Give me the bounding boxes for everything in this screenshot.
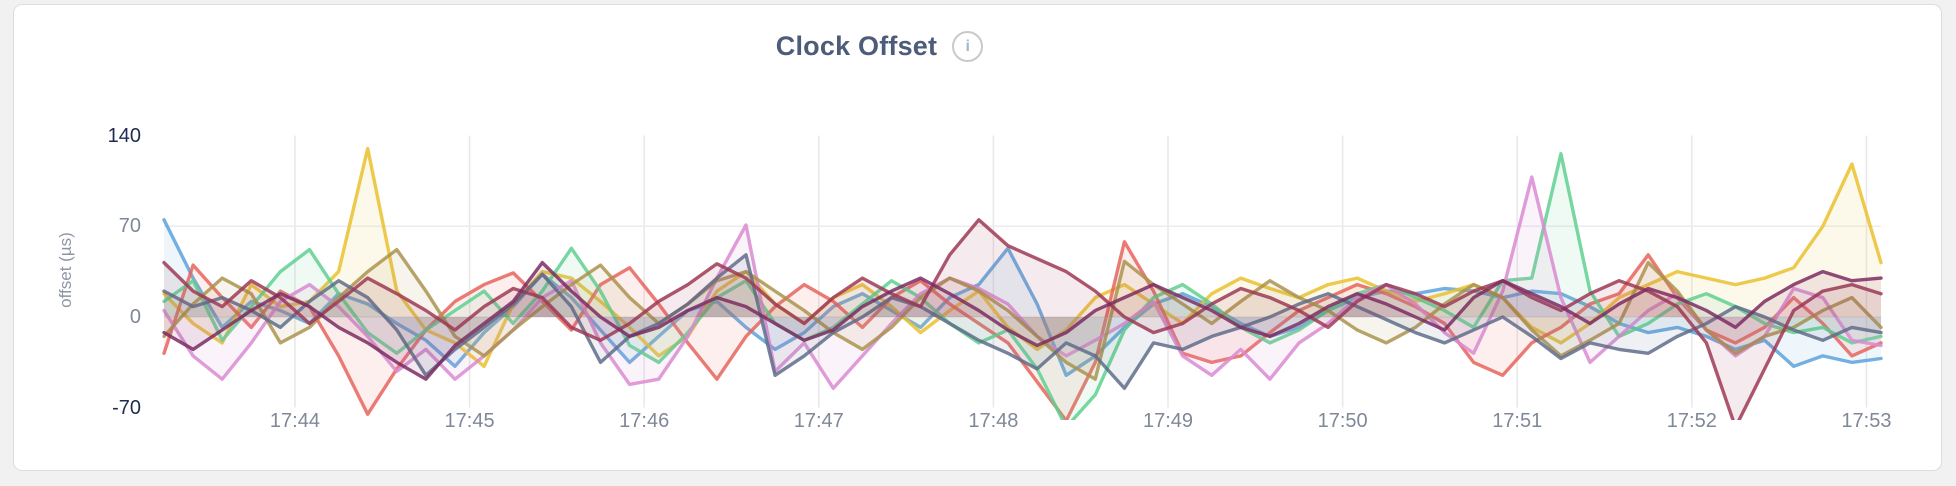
series-line-green: [162, 151, 1883, 420]
series-line-olive: [162, 247, 1883, 381]
chart-header: Clock Offset i: [0, 31, 1843, 62]
x-axis-tick: 17:53: [1841, 410, 1892, 432]
y-axis-tick: 0: [129, 306, 141, 328]
series-line-maroon: [162, 218, 1883, 420]
series-line-blue: [162, 218, 1883, 377]
x-axis-tick: 17:46: [619, 410, 670, 432]
info-icon[interactable]: i: [952, 31, 984, 62]
series-area-slate: [164, 254, 1881, 389]
series-area-red: [164, 241, 1881, 420]
x-axis-tick: 17:51: [1492, 410, 1543, 432]
chart-title: Clock Offset: [775, 31, 938, 61]
clock-offset-chart[interactable]: offset (µs) 140 70 0 -70 17:44 17:45 17:46 17:4…: [14, 5, 1941, 470]
series-area-orchid: [164, 177, 1881, 389]
series-area-green: [164, 153, 1881, 420]
series-lines: [162, 146, 1883, 420]
x-axis-tick: 17:47: [793, 410, 844, 432]
y-axis-tick: 140: [107, 124, 141, 147]
x-axis-tick: 17:49: [1142, 410, 1194, 432]
x-axis-tick: 17:50: [1317, 410, 1368, 432]
series-area-olive: [164, 249, 1881, 380]
x-axis-tick: 17:52: [1666, 410, 1717, 432]
chart-plot-area[interactable]: [14, 5, 1943, 472]
x-axis-tick: 17:45: [444, 410, 495, 432]
y-axis-tick: -70: [112, 396, 141, 419]
series-area-maroon: [164, 219, 1881, 420]
series-line-plum: [162, 260, 1883, 381]
x-axis-tick: 17:44: [269, 410, 320, 432]
x-axis-tick: 17:48: [968, 410, 1019, 432]
series-area-blue: [164, 219, 1881, 376]
y-axis-tick: 70: [118, 215, 141, 238]
series-area-plum: [164, 262, 1881, 380]
clock-offset-card: Clock Offset i offset (µs) 140 70 0 -70 17:4…: [13, 4, 1942, 471]
series-line-orchid: [162, 175, 1883, 390]
